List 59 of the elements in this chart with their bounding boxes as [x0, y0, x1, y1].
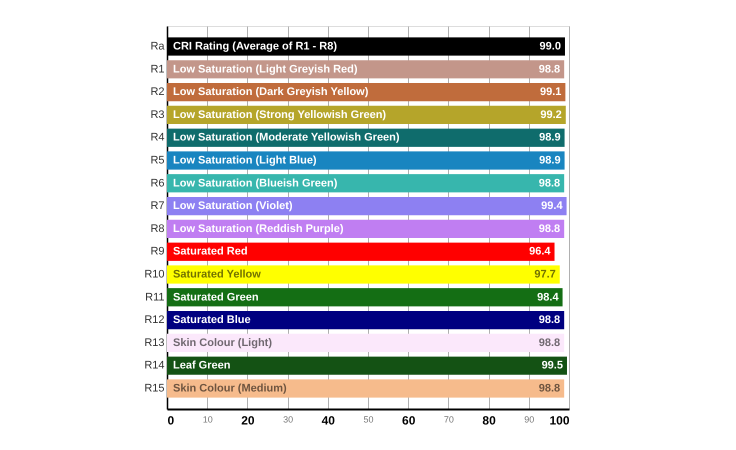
data-label: 96.4	[529, 246, 552, 258]
annotation: Leaf Green	[173, 360, 231, 372]
data-label: 99.4	[541, 200, 564, 212]
x-tick-label: 60	[402, 414, 416, 428]
annotation: Low Saturation (Light Blue)	[173, 154, 317, 167]
y-tick-label: R8	[150, 222, 164, 235]
y-tick-label: R3	[150, 108, 164, 121]
annotation: Low Saturation (Strong Yellowish Green)	[173, 108, 386, 121]
data-label: 99.1	[540, 86, 562, 98]
data-label: 98.8	[538, 63, 560, 76]
y-tick-label: R2	[150, 86, 164, 98]
annotation: Low Saturation (Reddish Purple)	[173, 222, 344, 235]
x-tick-label: 30	[283, 414, 294, 424]
data-label: 98.9	[539, 132, 561, 144]
y-tick-label: R12	[144, 314, 164, 326]
x-tick-label: 10	[202, 414, 213, 424]
annotation: Saturated Blue	[173, 314, 251, 326]
y-tick-label: R4	[150, 132, 164, 144]
x-tick-label: 20	[241, 414, 255, 428]
data-label: 98.8	[538, 382, 560, 394]
x-tick-label: 80	[482, 414, 496, 428]
y-tick-label: R13	[144, 336, 164, 349]
annotation: Saturated Yellow	[173, 268, 262, 280]
y-tick-label: R14	[144, 360, 164, 372]
annotation: Saturated Red	[173, 246, 248, 258]
data-label: 99.2	[540, 108, 562, 121]
annotation: Low Saturation (Moderate Yellowish Green)	[173, 132, 400, 144]
annotation: CRI Rating (Average of R1 - R8)	[173, 40, 338, 53]
data-label: 98.8	[538, 222, 560, 235]
y-tick-label: R9	[150, 246, 164, 258]
annotation: Skin Colour (Light)	[173, 336, 272, 349]
data-label: 99.5	[542, 360, 563, 372]
y-tick-label: R15	[144, 382, 164, 394]
x-tick-label: 50	[363, 414, 374, 424]
x-tick-label: 90	[524, 414, 534, 424]
y-tick-label: R10	[144, 268, 164, 280]
x-tick-label: 0	[168, 414, 174, 428]
x-tick-label: 70	[444, 414, 454, 424]
data-label: 98.9	[539, 154, 561, 167]
data-label: 97.7	[534, 268, 556, 280]
data-label: 99.0	[540, 40, 561, 53]
y-tick-label: R7	[150, 200, 164, 212]
y-tick-label: R6	[150, 177, 164, 190]
y-tick-label: R11	[145, 291, 164, 304]
data-label: 98.4	[537, 291, 560, 304]
annotation: Skin Colour (Medium)	[173, 382, 287, 394]
y-tick-label: R5	[150, 154, 164, 167]
annotation: Low Saturation (Light Greyish Red)	[173, 63, 358, 76]
annotation: Low Saturation (Violet)	[173, 200, 293, 212]
annotation: Low Saturation (Blueish Green)	[173, 177, 338, 190]
data-label: 98.8	[538, 336, 560, 349]
data-label: 98.8	[538, 177, 560, 190]
x-tick-label: 40	[322, 414, 336, 428]
y-tick-label: Ra	[150, 40, 166, 53]
y-tick-label: R1	[150, 63, 164, 76]
data-label: 98.8	[538, 314, 560, 326]
x-tick-label: 100	[549, 414, 570, 428]
annotation: Low Saturation (Dark Greyish Yellow)	[173, 86, 369, 98]
annotation: Saturated Green	[173, 291, 259, 304]
